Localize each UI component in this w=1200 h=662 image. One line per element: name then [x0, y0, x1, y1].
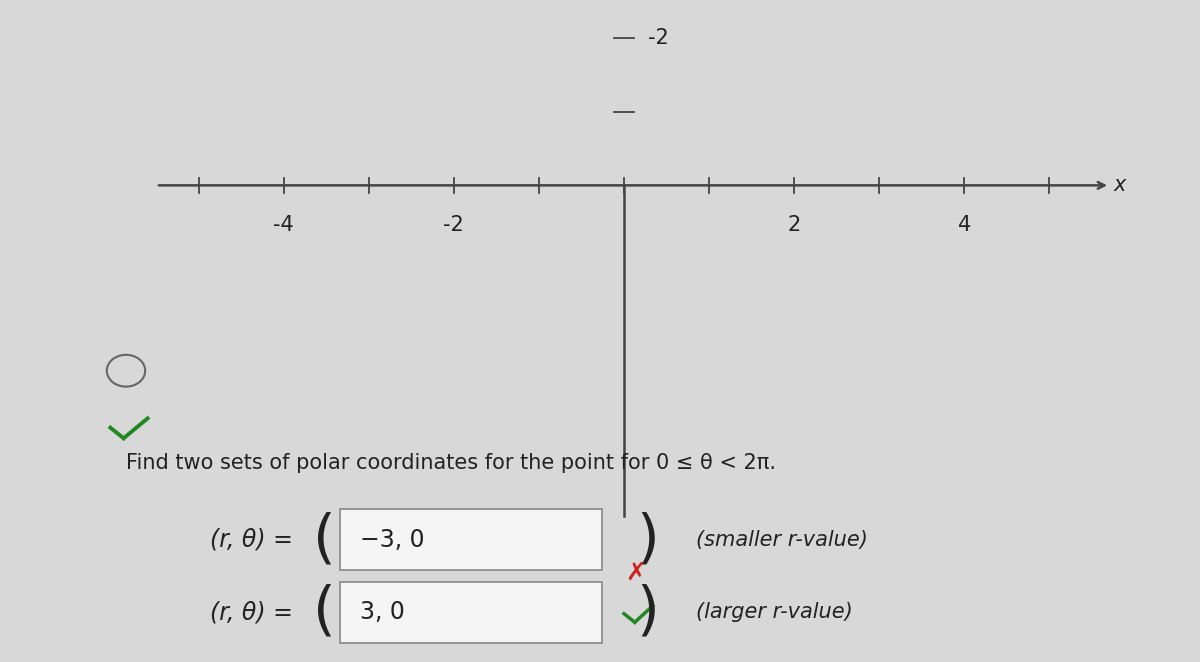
Text: ✗: ✗: [625, 561, 647, 585]
Text: Find two sets of polar coordinates for the point for 0 ≤ θ < 2π.: Find two sets of polar coordinates for t…: [126, 453, 776, 473]
Text: (: (: [313, 511, 335, 568]
Text: 4: 4: [958, 215, 971, 235]
FancyBboxPatch shape: [340, 582, 602, 643]
Text: 2: 2: [787, 215, 800, 235]
Text: 3, 0: 3, 0: [360, 600, 404, 624]
Text: (: (: [313, 584, 335, 641]
Text: -4: -4: [274, 215, 294, 235]
Text: ): ): [637, 511, 659, 568]
Text: (r, θ) =: (r, θ) =: [210, 528, 293, 551]
Text: ): ): [637, 584, 659, 641]
Text: -2: -2: [444, 215, 464, 235]
Text: (r, θ) =: (r, θ) =: [210, 600, 293, 624]
Text: x: x: [1114, 175, 1126, 195]
Text: −3, 0: −3, 0: [360, 528, 425, 551]
Text: (larger r-value): (larger r-value): [696, 602, 853, 622]
FancyBboxPatch shape: [340, 509, 602, 570]
Text: -2: -2: [648, 28, 668, 48]
Text: (smaller r-value): (smaller r-value): [696, 530, 868, 549]
